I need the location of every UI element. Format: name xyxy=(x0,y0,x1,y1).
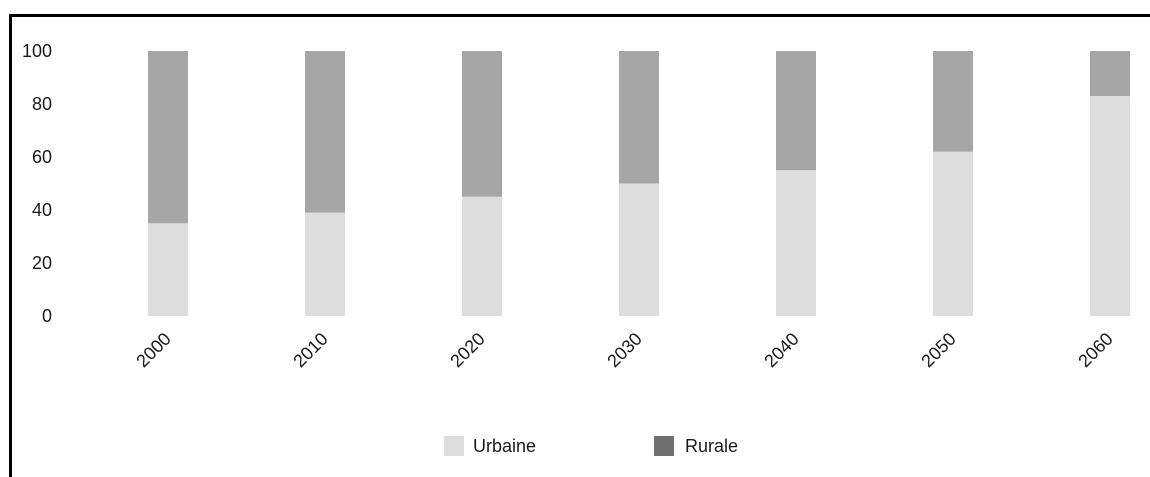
legend-label-rurale: Rurale xyxy=(685,436,738,456)
bar-urbaine-2010 xyxy=(305,212,345,316)
y-tick-label: 0 xyxy=(42,306,52,326)
bar-urbaine-2050 xyxy=(933,151,973,316)
bar-urbaine-2000 xyxy=(148,223,188,316)
x-tick-label: 2020 xyxy=(446,329,488,371)
bars-group xyxy=(148,51,1130,316)
legend: Urbaine Rurale xyxy=(444,436,738,456)
bar-urbaine-2020 xyxy=(462,196,502,316)
bar-rurale-2010 xyxy=(305,51,345,213)
chart-frame xyxy=(9,14,1150,477)
x-tick-label: 2050 xyxy=(917,329,959,371)
bar-rurale-2060 xyxy=(1090,51,1130,97)
y-tick-label: 80 xyxy=(32,94,52,114)
y-tick-label: 100 xyxy=(22,41,52,61)
y-tick-label: 20 xyxy=(32,253,52,273)
bar-urbaine-2040 xyxy=(776,170,816,316)
bar-rurale-2050 xyxy=(933,51,973,152)
x-tick-label: 2010 xyxy=(289,329,331,371)
x-tick-label: 2000 xyxy=(132,329,174,371)
x-tick-label: 2030 xyxy=(603,329,645,371)
bar-urbaine-2060 xyxy=(1090,96,1130,316)
bar-urbaine-2030 xyxy=(619,183,659,316)
bar-rurale-2030 xyxy=(619,51,659,184)
y-axis: 0 20 40 60 80 100 xyxy=(22,41,52,326)
legend-swatch-rurale xyxy=(654,436,674,456)
x-tick-label: 2060 xyxy=(1074,329,1116,371)
x-tick-label: 2040 xyxy=(760,329,802,371)
y-tick-label: 40 xyxy=(32,200,52,220)
bar-rurale-2000 xyxy=(148,51,188,224)
legend-swatch-urbaine xyxy=(444,436,464,456)
bar-rurale-2040 xyxy=(776,51,816,171)
legend-label-urbaine: Urbaine xyxy=(473,436,536,456)
y-tick-label: 60 xyxy=(32,147,52,167)
bar-rurale-2020 xyxy=(462,51,502,197)
x-axis: 2000 2010 2020 2030 2040 2050 2060 xyxy=(132,329,1116,371)
